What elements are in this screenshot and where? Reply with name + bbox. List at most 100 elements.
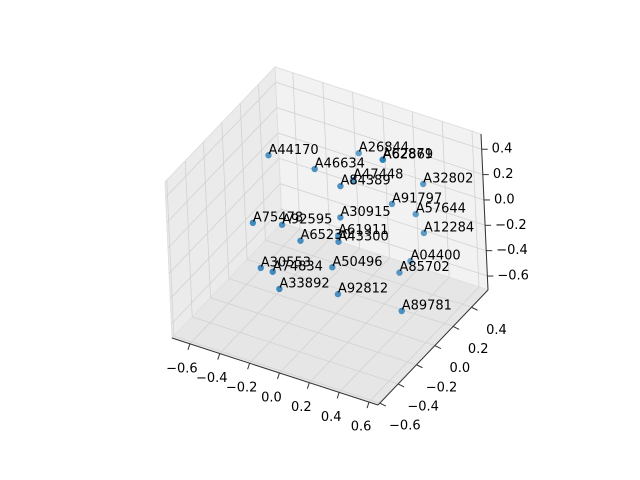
point — [420, 229, 428, 237]
point-label: A61911 — [338, 223, 388, 238]
point — [278, 221, 286, 228]
y-tick-label: −0.4 — [407, 399, 439, 414]
point — [419, 180, 427, 188]
z-axis — [480, 133, 489, 291]
tick-mark — [306, 382, 310, 389]
point — [398, 307, 405, 315]
point-label: A33892 — [279, 276, 329, 291]
point — [269, 268, 276, 275]
point-label: A85702 — [399, 260, 449, 275]
y-tick-label: 0.0 — [449, 361, 470, 376]
y-tick-label: −0.2 — [426, 380, 458, 395]
point-label: A92812 — [338, 282, 388, 297]
x-tick-label: 0.4 — [321, 410, 342, 425]
x-tick-label: −0.4 — [196, 371, 228, 386]
grid-line — [166, 180, 380, 404]
point-label: A32802 — [423, 172, 473, 187]
point — [276, 285, 283, 293]
grid-line — [258, 84, 472, 308]
x-tick-label: 0.2 — [291, 400, 312, 415]
z-tick-label: −0.2 — [495, 218, 527, 233]
point-label: A65230 — [300, 228, 350, 243]
tick-mark — [366, 401, 370, 409]
point — [337, 214, 344, 221]
tick-mark — [416, 364, 423, 369]
grid-line — [309, 111, 420, 383]
point — [337, 182, 344, 190]
point-label: A44170 — [268, 143, 318, 158]
tick-mark — [452, 325, 460, 330]
point — [334, 290, 342, 298]
grid-line — [184, 160, 399, 385]
tick-mark — [336, 392, 340, 399]
grid-line — [165, 81, 482, 198]
point — [379, 156, 387, 164]
tick-mark — [379, 402, 387, 407]
tick-mark — [217, 353, 221, 360]
grid-line — [203, 141, 417, 366]
y-tick-label: 0.4 — [486, 323, 507, 338]
point-label: A46634 — [315, 157, 365, 172]
point — [355, 149, 363, 157]
x-tick-label: −0.2 — [226, 381, 258, 396]
point-label: A75478 — [253, 210, 303, 225]
point-label: A84389 — [340, 174, 390, 189]
point — [265, 152, 272, 159]
z-tick-label: 0.2 — [493, 167, 514, 182]
point-label: A91797 — [392, 191, 442, 206]
point-label: A47448 — [353, 168, 403, 183]
grid-line — [168, 157, 486, 274]
x-tick-label: 0.0 — [261, 390, 282, 405]
grid-line — [189, 72, 301, 345]
point — [349, 177, 357, 184]
point — [329, 264, 336, 271]
y-tick-label: 0.2 — [468, 342, 489, 357]
grid-line — [221, 122, 435, 346]
y-axis — [377, 289, 489, 406]
point-label: A30553 — [261, 255, 311, 270]
z-tick-label: −0.4 — [496, 243, 528, 258]
tick-mark — [397, 383, 405, 388]
x-axis — [171, 337, 379, 406]
point — [249, 219, 257, 227]
point-label: A30915 — [340, 205, 390, 220]
point-label: A50496 — [332, 255, 382, 270]
point-label: A89781 — [402, 298, 452, 313]
point-label: A12284 — [424, 220, 474, 235]
tick-mark — [277, 372, 280, 380]
grid-line — [171, 208, 488, 325]
point-label: A04400 — [410, 249, 460, 264]
point-label: A43300 — [339, 229, 389, 244]
point — [388, 200, 396, 208]
grid-line — [167, 132, 485, 249]
point — [396, 269, 403, 276]
grid-line — [166, 107, 483, 223]
point — [412, 210, 419, 218]
tick-mark — [247, 363, 251, 370]
z-tick-label: 0.4 — [492, 142, 513, 157]
grid-line — [368, 131, 480, 403]
grid-line — [239, 103, 454, 327]
point-label: A62871 — [383, 147, 433, 162]
y-tick-label: −0.6 — [389, 419, 421, 434]
point — [311, 165, 318, 173]
x-tick-label: −0.6 — [166, 361, 198, 376]
tick-mark — [434, 345, 442, 350]
tick-mark — [187, 343, 191, 350]
x-tick-label: 0.6 — [351, 420, 372, 435]
z-tick-label: 0.0 — [494, 192, 515, 207]
grid-line — [169, 183, 487, 299]
point-label: A92595 — [282, 212, 332, 227]
z-tick-label: −0.6 — [497, 269, 529, 284]
grid-line — [338, 121, 450, 393]
point — [407, 257, 414, 265]
tick-mark — [471, 306, 478, 311]
point — [335, 238, 342, 245]
point — [257, 264, 264, 272]
point-label: A26844 — [359, 141, 409, 156]
point-label: A62869 — [383, 147, 433, 162]
grid-line — [279, 101, 390, 374]
grid-line — [219, 82, 331, 354]
point — [297, 237, 304, 244]
